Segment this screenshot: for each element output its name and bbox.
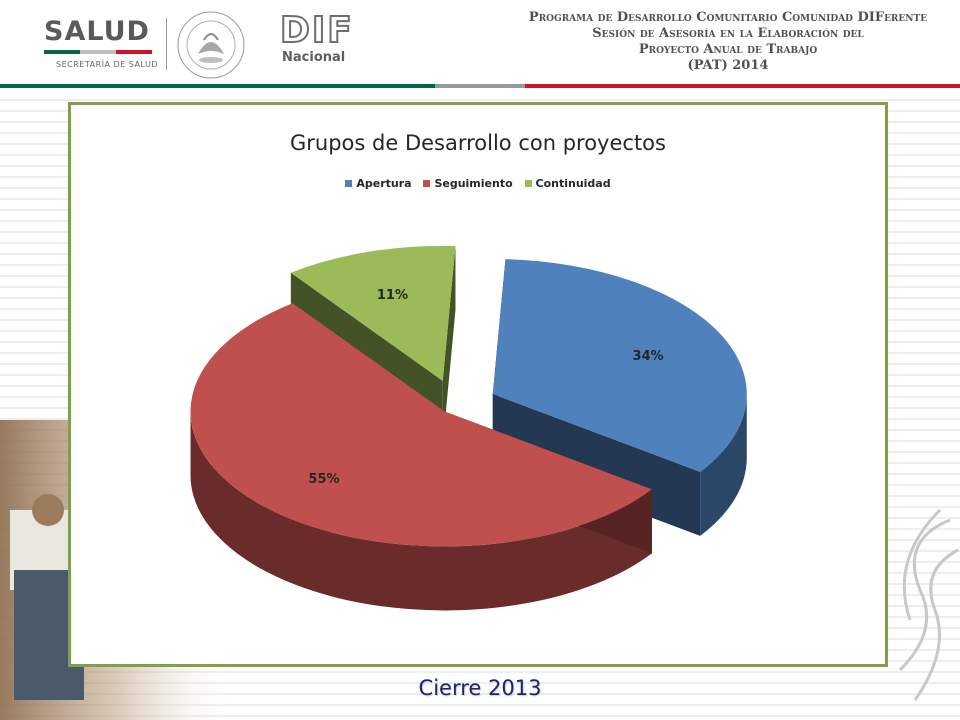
background-photo [0, 420, 240, 720]
program-line: Sesión de Asesoría en la Elaboración del [592, 26, 864, 41]
header-banner: SALUD SECRETARÍA DE SALUD DIF Nacional P… [0, 0, 960, 88]
dif-logo: DIF Nacional [279, 9, 353, 70]
salud-title: SALUD [44, 16, 150, 47]
program-line: Proyecto Anual de Trabajo [638, 42, 818, 57]
program-line: (PAT) 2014 [687, 58, 769, 73]
legend-item-apertura: Apertura [345, 177, 412, 190]
legend-swatch [423, 180, 431, 187]
header-divider [166, 18, 167, 70]
decorative-ornament [898, 508, 959, 701]
legend-item-continuidad: Continuidad [524, 177, 611, 190]
pie-labels-layer: 34% 55% 11% [308, 288, 663, 487]
salud-color-bars [44, 50, 152, 54]
pie-label-continuidad: 11% [377, 288, 408, 303]
pie-side-apertura [700, 393, 747, 536]
legend-swatch [524, 180, 532, 187]
legend-label: Apertura [356, 177, 412, 190]
program-line: Programa de Desarrollo Comunitario Comun… [528, 10, 928, 25]
pie-chart: 34% 55% 11% [190, 245, 747, 611]
caption-cierre: Cierre 2013 [418, 676, 542, 700]
dif-title: DIF [279, 9, 354, 52]
national-seal-icon [177, 11, 245, 79]
pie-cut-continuidad [442, 246, 456, 445]
chart-title: Grupos de Desarrollo con proyectos [290, 131, 666, 155]
header-divider-line [0, 84, 960, 88]
legend-label: Continuidad [535, 177, 611, 190]
pie-label-seguimiento: 55% [308, 472, 339, 487]
dif-subtitle: Nacional [282, 50, 346, 65]
legend-item-seguimiento: Seguimiento [423, 177, 513, 190]
pie-tops-layer [190, 245, 747, 547]
salud-subtitle: SECRETARÍA DE SALUD [56, 60, 159, 69]
legend-label: Seguimiento [434, 177, 513, 190]
pie-slice-seguimiento [190, 303, 652, 547]
chart-legend: Apertura Seguimiento Continuidad [71, 177, 885, 190]
pie-side-seguimiento [190, 411, 652, 611]
pie-slice-continuidad [290, 245, 456, 381]
pie-slice-apertura [492, 259, 747, 472]
legend-swatch [345, 180, 353, 187]
program-title-block: Programa de Desarrollo Comunitario Comun… [518, 10, 938, 84]
salud-logo: SALUD SECRETARÍA DE SALUD [44, 14, 159, 74]
pie-label-apertura: 34% [633, 349, 664, 364]
chart-frame: Grupos de Desarrollo con proyectos Apert… [68, 102, 888, 667]
